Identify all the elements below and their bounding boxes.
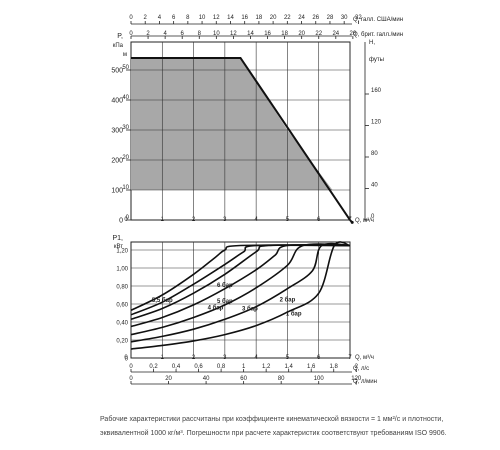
top-q-m3h-axis-label: Q, м³/ч [355,218,374,224]
power-curve-label: 2 бар [280,296,296,303]
q-ls-tick-label: 1 [242,364,246,370]
q-usgpm-tick-label: 2 [144,15,148,21]
p1-kw-tick-label: 0,40 [116,321,128,327]
q-usgpm-axis-label: Q, галл. США/мин [353,17,403,23]
h-m-tick-label: 30 [122,125,129,131]
power-curve-label: 3 бар [242,305,258,312]
bottom-q-m3h-tick-label: 7 [348,355,352,361]
power-curve-label: 5 бар [217,298,233,305]
power-curve-label: 4 бар [208,304,224,311]
q-usgpm-tick-label: 20 [270,15,277,21]
q-impgpm-tick-label: 16 [264,31,271,37]
q-impgpm-tick-label: 10 [213,31,220,37]
h-ft-tick-label: 160 [371,88,382,94]
q-ls-tick-label: 1,4 [285,364,294,370]
q-usgpm-tick-label: 0 [129,15,133,21]
q-ls-tick-label: 0,2 [149,364,158,370]
caption-line-2: эквивалентной 1000 кг/м³. Погрешности пр… [100,427,480,441]
p1-kw-tick-label: 1,00 [116,267,128,273]
q-impgpm-tick-label: 20 [298,31,305,37]
q-usgpm-tick-label: 22 [284,15,291,21]
q-lmin-tick-label: 100 [314,376,325,382]
q-usgpm-tick-label: 14 [227,15,234,21]
q-impgpm-tick-label: 24 [332,31,339,37]
h-ft-tick-label: 80 [371,151,378,157]
h-m-tick-label: 50 [122,65,129,71]
q-ls-tick-label: 0,4 [172,364,181,370]
q-usgpm-tick-label: 28 [327,15,334,21]
power-curve-label: 6 бар [217,282,233,289]
q-usgpm-tick-label: 12 [213,15,220,21]
q-lmin-tick-label: 40 [203,376,210,382]
q-ls-tick-label: 1,8 [330,364,339,370]
q-impgpm-axis-label: Q, брит. галл./мин [353,32,403,38]
p1-kw-tick-label: 0,20 [116,339,128,345]
operating-area [131,58,332,190]
p1-kw-tick-label: 0,80 [116,285,128,291]
q-ls-axis-label: Q, л/с [353,366,369,372]
q-usgpm-tick-label: 8 [186,15,190,21]
h-m-tick-label: 20 [122,155,129,161]
q-ls-tick-label: 1,2 [262,364,271,370]
q-usgpm-tick-label: 10 [199,15,206,21]
q-usgpm-tick-label: 26 [312,15,319,21]
q-ls-tick-label: 0,6 [194,364,203,370]
q-ls-tick-label: 1,6 [307,364,316,370]
p1-kw-axis-label: P1, [112,235,123,242]
q-ls-tick-label: 0 [129,364,133,370]
q-usgpm-tick-label: 4 [158,15,162,21]
q-lmin-tick-label: 20 [165,376,172,382]
q-usgpm-tick-label: 24 [298,15,305,21]
power-curve-label: 5,5 бар [152,297,173,304]
q-usgpm-tick-label: 30 [341,15,348,21]
q-impgpm-tick-label: 12 [230,31,237,37]
q-ls-tick-label: 0,8 [217,364,226,370]
h-m-axis-unit: м [123,52,127,58]
q-lmin-tick-label: 80 [278,376,285,382]
caption-line-1: Рабочие характеристики рассчитаны при ко… [100,413,480,427]
p-kpa-tick-label: 0 [119,218,123,225]
h-ft-tick-label: 40 [371,183,378,189]
q-usgpm-tick-label: 18 [256,15,263,21]
q-usgpm-tick-label: 16 [241,15,248,21]
q-impgpm-tick-label: 14 [247,31,254,37]
q-impgpm-tick-label: 22 [315,31,322,37]
p1-kw-tick-label: 0,60 [116,303,128,309]
q-lmin-tick-label: 60 [240,376,247,382]
h-m-tick-label: 40 [122,95,129,101]
p1-kw-axis-unit: кВт [114,244,123,250]
p-kpa-axis-unit: кПа [113,43,124,49]
h-ft-tick-label: 120 [371,120,382,126]
q-usgpm-tick-label: 6 [172,15,176,21]
q-impgpm-tick-label: 18 [281,31,288,37]
q-lmin-axis-label: Q, л/мин [353,379,377,385]
h-ft-axis-label: H, [369,40,375,46]
q-lmin-tick-label: 0 [129,376,133,382]
bottom-q-m3h-axis-label: Q, м³/ч [355,355,374,361]
h-ft-axis-unit: футы [369,57,384,63]
power-curve-label: 1 бар [286,311,302,318]
p-kpa-axis-label: P, [117,33,123,40]
h-m-tick-label: 10 [122,185,129,191]
